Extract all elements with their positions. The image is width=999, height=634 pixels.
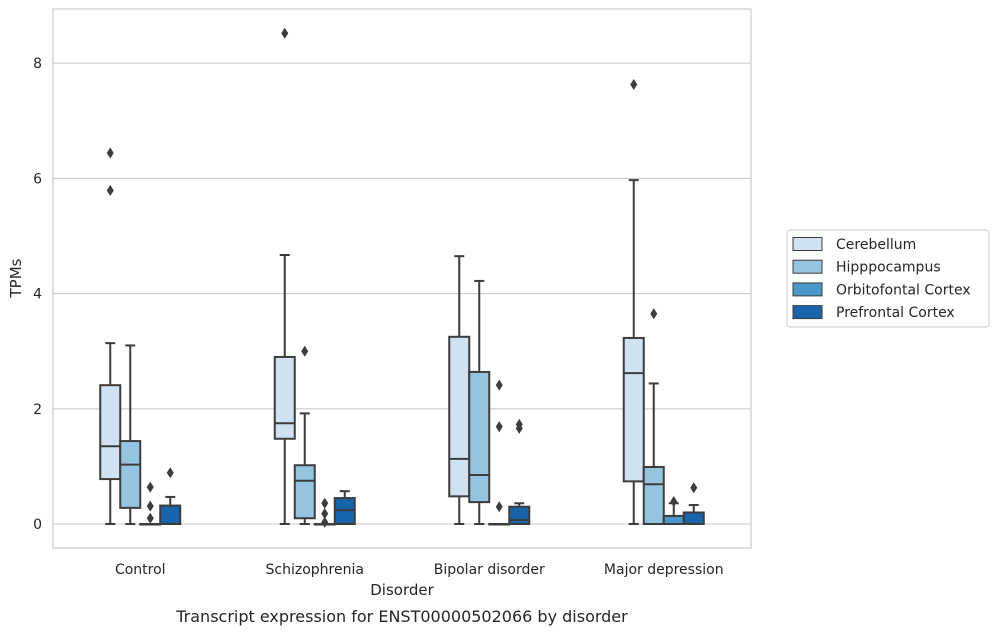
y-tick-label: 6	[33, 171, 42, 187]
legend-label: Prefrontal Cortex	[836, 305, 955, 321]
outlier-point	[515, 418, 523, 430]
box-group	[273, 27, 296, 525]
legend-swatch	[792, 259, 823, 274]
box	[159, 504, 182, 525]
outlier-point	[106, 147, 114, 159]
legend: Cerebellum Hipppocampus Orbitofontal Corte…	[786, 229, 990, 328]
box-plots	[99, 27, 705, 528]
legend-swatch	[792, 305, 823, 320]
legend-swatch	[792, 282, 823, 297]
outlier-point	[321, 497, 329, 509]
outlier-point	[670, 496, 678, 508]
box-group	[99, 147, 122, 525]
outlier-point	[495, 421, 503, 433]
box-group	[622, 79, 645, 525]
box-group	[642, 308, 665, 526]
y-tick-label: 4	[33, 287, 42, 303]
y-tick-labels: 0 2 4 6 8	[33, 56, 42, 533]
box-group	[159, 467, 182, 525]
box	[99, 384, 122, 481]
outlier-point	[146, 512, 154, 524]
outlier-point	[650, 308, 658, 320]
box-group	[119, 344, 142, 525]
legend-label: Cerebellum	[836, 237, 916, 253]
box-group	[508, 418, 531, 526]
outlier-point	[166, 467, 174, 479]
x-tick-label: Bipolar disorder	[434, 562, 545, 578]
legend-label: Orbitofontal Cortex	[836, 282, 971, 298]
x-tick-label: Control	[115, 562, 166, 578]
chart-caption: Transcript expression for ENST0000050206…	[175, 607, 628, 626]
box	[642, 465, 665, 526]
box	[273, 355, 296, 440]
legend-frame	[786, 229, 990, 328]
y-axis-label: TPMs	[7, 258, 25, 298]
x-tick-label: Major depression	[604, 562, 724, 578]
box	[448, 335, 471, 498]
y-tick-label: 2	[33, 402, 42, 418]
box	[119, 440, 142, 509]
outlier-point	[301, 345, 309, 357]
outlier-point	[146, 481, 154, 493]
plot-frame	[52, 8, 752, 549]
x-axis-label: Disorder	[370, 581, 434, 599]
box	[662, 514, 685, 525]
box	[468, 370, 491, 504]
outlier-point	[146, 500, 154, 512]
box-group	[468, 279, 491, 525]
box-group	[682, 482, 705, 525]
outlier-point	[630, 79, 638, 91]
outlier-point	[281, 27, 289, 39]
outlier-point	[321, 516, 329, 528]
outlier-point	[495, 501, 503, 513]
x-tick-labels: Control Schizophrenia Bipolar disorder Majo…	[115, 562, 724, 578]
x-tick-label: Schizophrenia	[266, 562, 364, 578]
box	[622, 336, 645, 483]
outlier-point	[321, 508, 329, 520]
box	[293, 464, 316, 520]
outlier-point	[106, 184, 114, 196]
legend-label: Hipppocampus	[836, 260, 941, 276]
box	[508, 505, 531, 526]
box	[682, 511, 705, 525]
legend-swatch	[792, 237, 823, 251]
box-group	[448, 255, 471, 525]
y-tick-label: 8	[33, 56, 42, 72]
box-group	[313, 497, 336, 528]
box-group	[333, 490, 356, 525]
outlier-point	[495, 379, 503, 391]
box-group	[293, 345, 316, 525]
outlier-point	[690, 482, 698, 494]
y-tick-label: 0	[33, 517, 42, 533]
box-group	[488, 379, 511, 526]
